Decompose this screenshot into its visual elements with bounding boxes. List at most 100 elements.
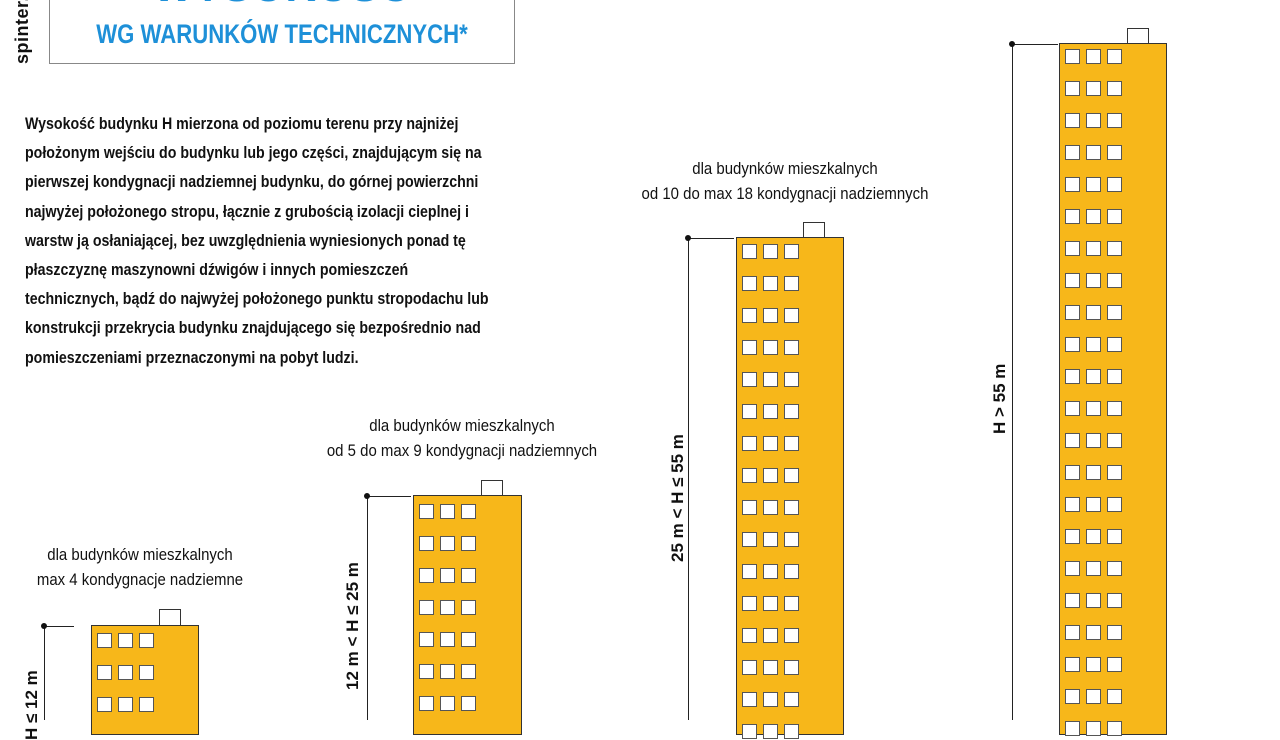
window-icon (440, 536, 455, 551)
window-icon (97, 697, 112, 712)
brand-vertical: spinter.pl (12, 0, 52, 70)
window-icon (1086, 497, 1101, 512)
window-icon (1065, 433, 1080, 448)
window-icon (118, 697, 133, 712)
window-icon (1107, 209, 1122, 224)
window-icon (784, 244, 799, 259)
window-icon (440, 664, 455, 679)
window-icon (1065, 401, 1080, 416)
window-icon (1086, 465, 1101, 480)
dimension-line-highrise (1012, 44, 1014, 720)
window-icon (1065, 593, 1080, 608)
window-icon (1107, 689, 1122, 704)
window-icon (1065, 145, 1080, 160)
window-icon (763, 500, 778, 515)
definition-line: Wysokość budynku H mierzona od poziomu t… (25, 115, 459, 133)
window-icon (1107, 81, 1122, 96)
window-icon (1086, 529, 1101, 544)
window-icon (419, 696, 434, 711)
window-icon (1107, 401, 1122, 416)
window-icon (763, 308, 778, 323)
window-icon (784, 340, 799, 355)
window-icon (440, 632, 455, 647)
window-icon (1086, 593, 1101, 608)
caption-line: dla budynków mieszkalnych (692, 159, 878, 178)
caption-building-medium: dla budynków mieszkalnych od 5 do max 9 … (312, 413, 611, 463)
window-icon (1107, 721, 1122, 736)
window-icon (1107, 145, 1122, 160)
window-icon (784, 692, 799, 707)
dimension-tick-medium (367, 496, 411, 498)
window-icon (461, 568, 476, 583)
dimension-line-medium (367, 496, 369, 720)
window-icon (419, 536, 434, 551)
window-icon (742, 564, 757, 579)
window-icon (1065, 465, 1080, 480)
window-icon (461, 536, 476, 551)
caption-line: od 5 do max 9 kondygnacji nadziemnych (326, 441, 598, 460)
window-icon (763, 692, 778, 707)
window-icon (1065, 657, 1080, 672)
window-icon (1107, 305, 1122, 320)
window-icon (1086, 209, 1101, 224)
dimension-tick-low (44, 626, 74, 628)
window-icon (784, 404, 799, 419)
window-icon (1107, 113, 1122, 128)
height-definition: Wysokość budynku H mierzona od poziomu t… (25, 110, 489, 373)
definition-line: konstrukcji przekrycia budynku znajdując… (25, 319, 481, 338)
definition-line: położonym wejściu do budynku lub jego cz… (25, 144, 482, 163)
window-icon (1107, 433, 1122, 448)
caption-line: dla budynków mieszkalnych (369, 416, 555, 435)
window-icon (1086, 241, 1101, 256)
definition-line: pomieszczeniami przeznaczonymi na pobyt … (25, 348, 359, 367)
window-icon (784, 468, 799, 483)
window-icon (1065, 497, 1080, 512)
height-label-high: 25 m < H ≤ 55 m (668, 434, 687, 562)
caption-building-high: dla budynków mieszkalnych od 10 do max 1… (627, 156, 944, 206)
window-icon (1086, 369, 1101, 384)
window-icon (763, 468, 778, 483)
window-icon (784, 596, 799, 611)
window-icon (742, 660, 757, 675)
window-icon (1065, 81, 1080, 96)
window-icon (763, 596, 778, 611)
window-icon (419, 568, 434, 583)
window-icon (742, 308, 757, 323)
window-icon (742, 532, 757, 547)
window-icon (763, 276, 778, 291)
window-icon (763, 340, 778, 355)
definition-line: płaszczyznę maszynowni dźwigów i innych … (25, 261, 409, 280)
window-icon (1086, 273, 1101, 288)
window-icon (763, 436, 778, 451)
caption-line: max 4 kondygnacje nadziemne (36, 570, 244, 589)
window-icon (763, 724, 778, 739)
window-icon (139, 665, 154, 680)
window-icon (784, 500, 799, 515)
window-icon (1065, 113, 1080, 128)
window-icon (1065, 241, 1080, 256)
building-low (91, 625, 199, 735)
window-icon (763, 660, 778, 675)
window-icon (461, 600, 476, 615)
window-icon (97, 633, 112, 648)
roof-box-high (803, 222, 825, 238)
definition-line: pierwszej kondygnacji nadziemnej budynku… (25, 173, 479, 192)
definition-line: warstw ją osłaniającej, bez uwzględnieni… (25, 231, 466, 250)
dimension-tick-highrise (1012, 44, 1058, 46)
window-icon (784, 372, 799, 387)
window-icon (742, 244, 757, 259)
title-subtitle: WG WARUNKÓW TECHNICZNYCH* (96, 19, 468, 49)
window-icon (763, 244, 778, 259)
window-icon (742, 500, 757, 515)
window-icon (1107, 561, 1122, 576)
window-icon (1086, 113, 1101, 128)
window-icon (419, 664, 434, 679)
window-icon (763, 532, 778, 547)
window-icon (1065, 177, 1080, 192)
window-icon (763, 372, 778, 387)
window-icon (1065, 209, 1080, 224)
window-icon (1107, 657, 1122, 672)
window-icon (461, 504, 476, 519)
dimension-dot-high (685, 235, 691, 241)
window-icon (742, 436, 757, 451)
